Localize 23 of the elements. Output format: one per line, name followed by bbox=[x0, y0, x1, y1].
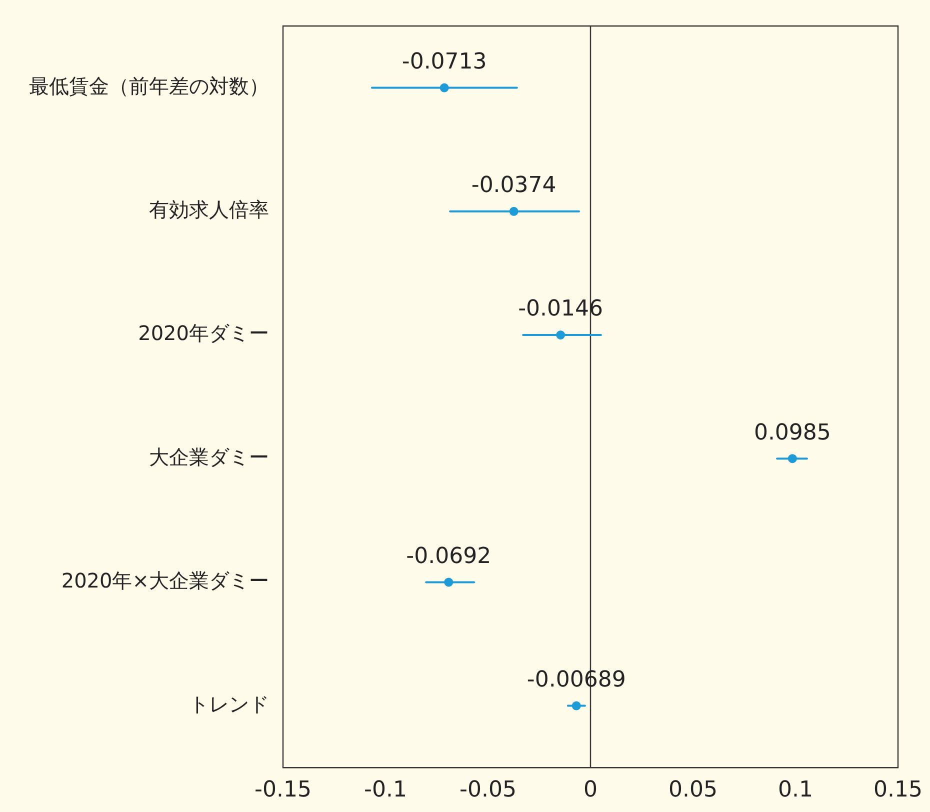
y-tick-label: 最低賃金（前年差の対数） bbox=[29, 74, 269, 98]
point bbox=[444, 578, 454, 587]
point bbox=[440, 83, 449, 92]
point bbox=[572, 701, 581, 710]
data-label: -0.0713 bbox=[402, 50, 487, 75]
y-tick-label: 有効求人倍率 bbox=[149, 198, 269, 222]
x-tick-label: -0.05 bbox=[460, 778, 516, 803]
y-tick-label: 大企業ダミー bbox=[149, 444, 269, 469]
x-tick-label: 0.05 bbox=[668, 778, 718, 803]
x-tick-label: -0.1 bbox=[364, 778, 407, 803]
x-tick-label: 0 bbox=[584, 778, 598, 803]
y-tick-label: トレンド bbox=[189, 692, 269, 716]
y-tick-label: 2020年×大企業ダミー bbox=[61, 568, 269, 592]
x-tick-label: -0.15 bbox=[254, 778, 312, 803]
point bbox=[509, 206, 518, 216]
data-label: 0.0985 bbox=[754, 420, 831, 446]
y-tick-label: 2020年ダミー bbox=[138, 321, 269, 346]
point bbox=[788, 454, 797, 464]
point bbox=[556, 330, 566, 340]
data-label: -0.0692 bbox=[406, 544, 492, 569]
x-tick-label: 0.15 bbox=[874, 778, 922, 803]
data-label: -0.0374 bbox=[471, 173, 556, 198]
x-tick-label: 0.1 bbox=[778, 778, 813, 803]
